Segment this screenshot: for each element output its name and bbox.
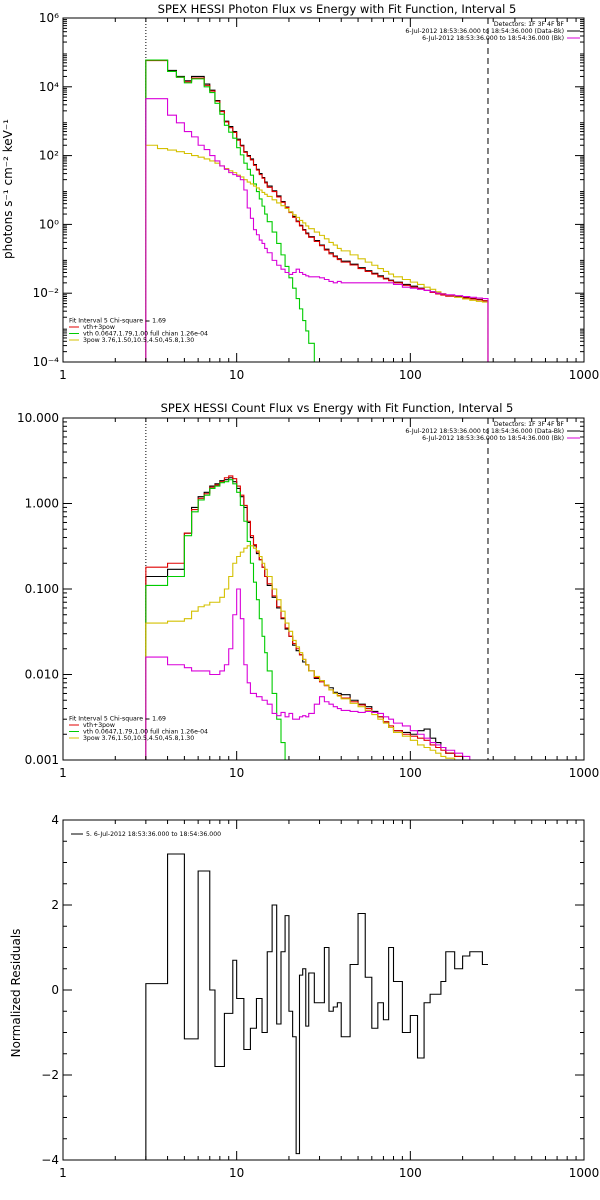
count-flux-axes: 1 10 100 1000 0.001 0.010 0.100 1.000 10.000 xyxy=(17,411,599,780)
residual-y-tick-label: 0 xyxy=(51,983,59,997)
residual-y-tick-label: −4 xyxy=(41,1153,59,1167)
residual-y-tick-label: 2 xyxy=(51,898,59,912)
photon-flux-panel: SPEX HESSI Photon Flux vs Energy with Fi… xyxy=(1,2,599,382)
photon-y-tick-label: 10⁰ xyxy=(39,217,59,231)
photon-legend-entry: vth+3pow xyxy=(83,324,115,331)
photon-x-tick-label: 10 xyxy=(229,368,244,382)
photon-y-tick-label: 10² xyxy=(39,149,59,163)
photon-y-tick-label: 10⁻⁴ xyxy=(33,355,60,369)
photon-legend-entry: Fit Interval 5 Chi-square = 1.69 xyxy=(69,318,166,325)
count-legend-entry: Fit Interval 5 Chi-square = 1.69 xyxy=(69,716,166,723)
count-flux-series xyxy=(145,418,489,760)
photon-legend-entry: 3pow 3.76,1.50,10.5,4.50,45.8,1.30 xyxy=(83,337,194,344)
photon-y-tick-label: 10⁻² xyxy=(33,286,60,300)
count-x-tick-label: 10 xyxy=(229,766,244,780)
photon-series-bk xyxy=(145,98,489,362)
photon-series-vth xyxy=(145,59,321,362)
residual-legend-entry: 5. 6-Jul-2012 18:53:36.000 to 18:54:36.0… xyxy=(86,831,221,838)
residuals-ylabel: Normalized Residuals xyxy=(9,929,23,1058)
count-legend-entry: 6-Jul-2012 18:53:36.000 to 18:54:36.000 … xyxy=(422,435,564,442)
photon-legend-entry: vth 0.0647,1.79,1.00 full chian 1.26e-04 xyxy=(83,331,208,338)
residual-y-tick-label: 4 xyxy=(51,813,59,827)
count-y-tick-label: 0.100 xyxy=(25,582,59,596)
residual-y-tick-label: −2 xyxy=(41,1068,59,1082)
residual-x-tick-label: 100 xyxy=(399,1166,422,1180)
count-flux-legend-bottom: Fit Interval 5 Chi-square = 1.69vth+3pow… xyxy=(69,716,208,742)
count-y-tick-label: 0.001 xyxy=(25,753,59,767)
residuals-panel: 1 10 100 1000 −4 −2 0 2 4 Normalized Residuals 5… xyxy=(9,813,599,1180)
photon-flux-legend-bottom: Fit Interval 5 Chi-square = 1.69vth+3pow… xyxy=(69,318,208,344)
photon-x-tick-label: 1000 xyxy=(569,368,600,382)
photon-flux-series xyxy=(145,18,489,362)
count-y-tick-label: 10.000 xyxy=(17,411,59,425)
residual-series-residuals xyxy=(145,853,488,1160)
residuals-axes: 1 10 100 1000 −4 −2 0 2 4 xyxy=(41,813,599,1180)
count-series-3pow xyxy=(145,545,464,760)
count-legend-entry: Detectors: 1F 3F 4F 8F xyxy=(494,421,565,428)
photon-flux-ylabel: photons s⁻¹ cm⁻² keV⁻¹ xyxy=(1,119,15,259)
count-x-tick-label: 1 xyxy=(59,766,67,780)
photon-series-vth-3pow xyxy=(145,59,489,362)
count-series-vth-3pow xyxy=(145,475,471,760)
photon-x-tick-label: 1 xyxy=(59,368,67,382)
photon-legend-entry: 6-Jul-2012 18:53:36.000 to 18:54:36.000 … xyxy=(422,35,564,42)
photon-flux-title: SPEX HESSI Photon Flux vs Energy with Fi… xyxy=(158,2,517,16)
count-x-tick-label: 100 xyxy=(399,766,422,780)
count-y-tick-label: 0.010 xyxy=(25,668,59,682)
photon-flux-legend-top: Detectors: 1F 3F 4F 8F6-Jul-2012 18:53:3… xyxy=(405,21,580,42)
count-legend-entry: 3pow 3.76,1.50,10.5,4.50,45.8,1.30 xyxy=(83,735,194,742)
residual-x-tick-label: 10 xyxy=(229,1166,244,1180)
count-flux-legend-top: Detectors: 1F 3F 4F 8F6-Jul-2012 18:53:3… xyxy=(405,421,580,442)
residual-x-tick-label: 1000 xyxy=(569,1166,600,1180)
residuals-series xyxy=(145,853,488,1160)
photon-legend-entry: Detectors: 1F 3F 4F 8F xyxy=(494,21,565,28)
count-flux-panel: SPEX HESSI Count Flux vs Energy with Fit… xyxy=(17,401,599,780)
count-flux-title: SPEX HESSI Count Flux vs Energy with Fit… xyxy=(161,401,514,415)
count-legend-entry: vth 0.0647,1.79,1.00 full chian 1.26e-04 xyxy=(83,729,208,736)
photon-y-tick-label: 10⁶ xyxy=(39,11,59,25)
residual-x-tick-label: 1 xyxy=(59,1166,67,1180)
photon-legend-entry: 6-Jul-2012 18:53:36.000 to 18:54:36.000 … xyxy=(405,28,564,35)
photon-flux-axes: 1 10 100 1000 10⁻⁴ 10⁻² 10⁰ 10² 10⁴ 10⁶ xyxy=(33,11,600,382)
count-series-bk xyxy=(145,588,477,760)
residuals-legend: 5. 6-Jul-2012 18:53:36.000 to 18:54:36.0… xyxy=(71,831,221,838)
photon-plot-frame xyxy=(62,17,585,363)
count-series-vth xyxy=(145,479,286,760)
count-y-tick-label: 1.000 xyxy=(25,497,59,511)
count-legend-entry: vth+3pow xyxy=(83,722,115,729)
photon-y-tick-label: 10⁴ xyxy=(39,80,59,94)
count-x-tick-label: 1000 xyxy=(569,766,600,780)
photon-x-tick-label: 100 xyxy=(399,368,422,382)
count-legend-entry: 6-Jul-2012 18:53:36.000 to 18:54:36.000 … xyxy=(405,428,564,435)
